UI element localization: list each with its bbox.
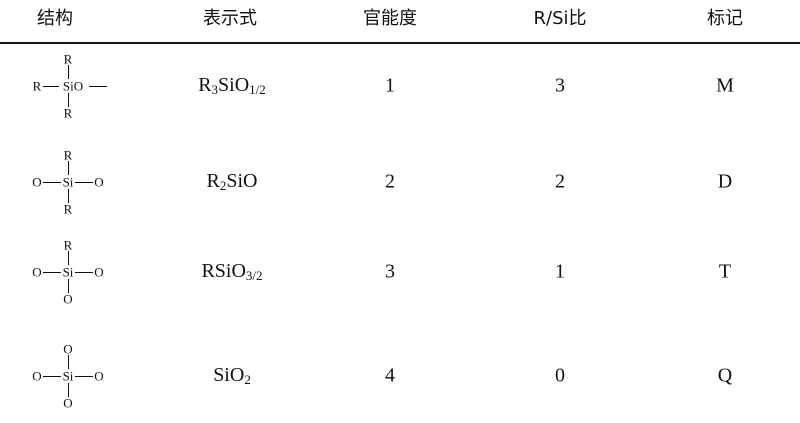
functionality-cell: 4 <box>385 364 395 387</box>
formula: R2SiO <box>207 170 258 194</box>
atom-center: Si <box>62 174 74 190</box>
label-cell: T <box>718 260 732 283</box>
structure-diagram: O O Si O O <box>23 341 113 411</box>
atom-bottom: O <box>63 291 73 307</box>
header-label: 标记 <box>707 8 743 29</box>
formula-text: R <box>206 170 220 192</box>
bond-line <box>68 65 69 79</box>
atom-center: Si <box>62 368 74 384</box>
atom-bottom: R <box>63 201 73 217</box>
structure-diagram: R R SiO R <box>23 51 113 121</box>
ratio-cell: 2 <box>555 170 565 193</box>
formula-text: SiO <box>218 74 250 96</box>
header-formula: 表示式 <box>203 8 257 29</box>
header-functionality: 官能度 <box>363 8 417 29</box>
atom-left: O <box>32 174 42 190</box>
bond-line <box>68 93 69 107</box>
functionality-cell: 1 <box>385 74 395 97</box>
formula-text: SiO <box>226 170 258 192</box>
atom-left: O <box>32 368 42 384</box>
bond-line <box>68 189 69 203</box>
atom-bottom: R <box>63 105 73 121</box>
bond-line <box>43 86 59 87</box>
formula: SiO2 <box>213 364 251 388</box>
formula-subscript: 3 <box>211 82 219 97</box>
functionality-cell: 3 <box>385 260 395 283</box>
bond-line <box>89 86 107 87</box>
formula-text: R <box>198 74 212 96</box>
formula-subscript: 2 <box>244 372 251 387</box>
bond-line <box>75 376 93 377</box>
formula: R3SiO1/2 <box>198 74 266 98</box>
atom-right: O <box>94 264 104 280</box>
formula-subscript: 2 <box>219 178 227 193</box>
formula-subscript: 1/2 <box>249 82 266 97</box>
formula-text: RSiO <box>201 260 246 282</box>
label-cell: M <box>716 74 734 97</box>
bond-line <box>68 251 69 265</box>
atom-top: R <box>63 147 73 163</box>
bond-line <box>75 272 93 273</box>
bond-line <box>43 182 61 183</box>
label-cell: Q <box>717 364 733 387</box>
ratio-cell: 0 <box>555 364 565 387</box>
bond-line <box>68 383 69 397</box>
atom-bottom: O <box>63 395 73 411</box>
bond-line <box>68 279 69 293</box>
formula-subscript: 3/2 <box>245 268 263 283</box>
ratio-cell: 1 <box>555 260 565 283</box>
structure-diagram: R O Si O R <box>23 147 113 217</box>
atom-top: R <box>63 237 73 253</box>
atom-left: O <box>32 264 42 280</box>
atom-top: R <box>63 51 73 67</box>
atom-top: O <box>63 341 73 357</box>
bond-line <box>68 161 69 175</box>
atom-right: O <box>94 174 104 190</box>
header-structure: 结构 <box>37 8 73 29</box>
formula: RSiO3/2 <box>201 260 262 284</box>
functionality-cell: 2 <box>385 170 395 193</box>
ratio-cell: 3 <box>555 74 565 97</box>
bond-line <box>75 182 93 183</box>
label-cell: D <box>717 170 733 193</box>
header-rule <box>0 42 800 44</box>
atom-right: O <box>94 368 104 384</box>
bond-line <box>43 376 61 377</box>
atom-center: Si <box>62 264 74 280</box>
atom-left: R <box>32 78 42 94</box>
atom-center: SiO <box>62 78 84 94</box>
structure-diagram: R O Si O O <box>23 237 113 307</box>
bond-line <box>43 272 61 273</box>
header-r-si-ratio: R/Si比 <box>533 8 587 29</box>
formula-text: SiO <box>213 364 245 386</box>
bond-line <box>68 355 69 369</box>
